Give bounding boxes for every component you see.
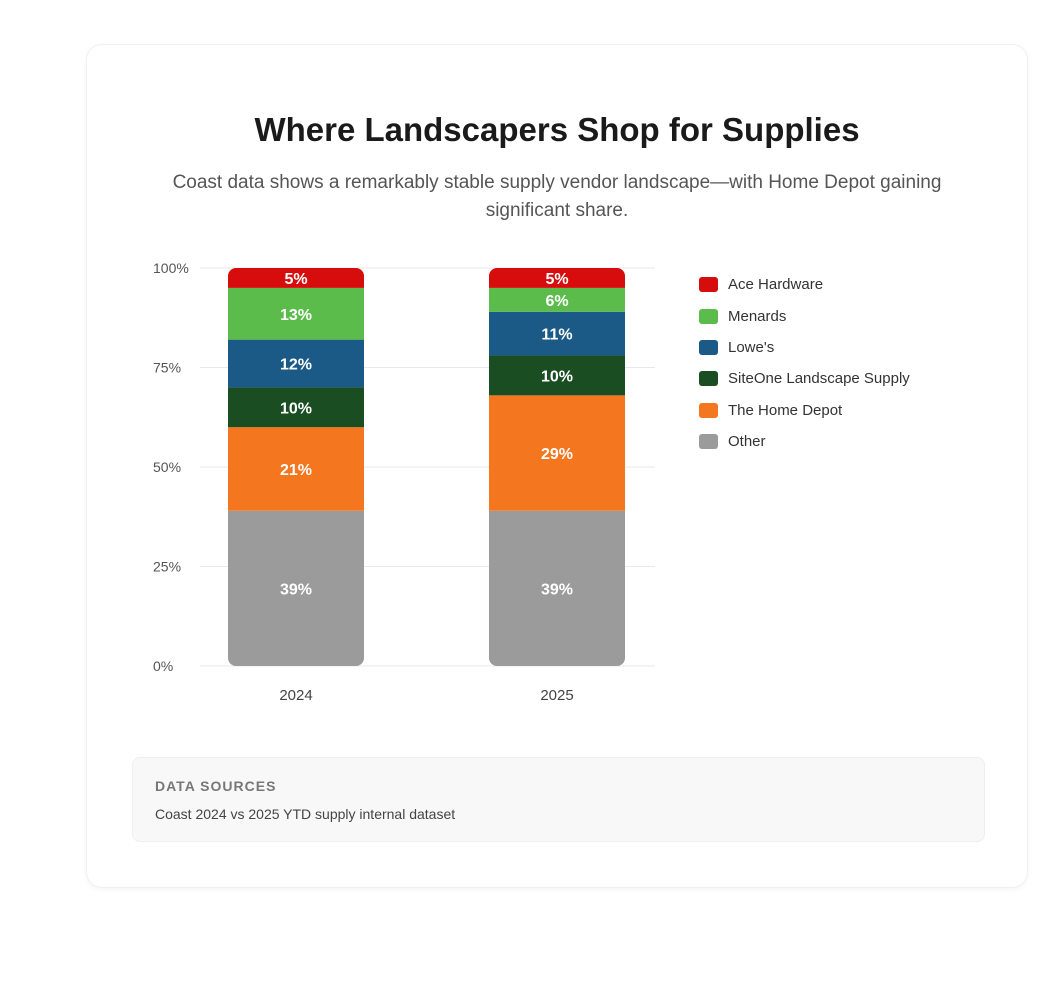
legend-item: SiteOne Landscape Supply	[699, 363, 910, 394]
bar-segment	[228, 287, 364, 340]
bar-segment	[489, 510, 625, 666]
bar-segment	[489, 268, 625, 288]
bar-segment	[228, 387, 364, 428]
data-label: 10%	[541, 368, 573, 385]
legend-swatch	[699, 277, 718, 293]
x-tick-label: 2024	[279, 687, 312, 704]
data-sources-heading: DATA SOURCES	[155, 778, 277, 794]
bar-segment	[228, 510, 364, 666]
chart-legend: Ace Hardware Menards Lowe's SiteOne Landsca…	[699, 269, 910, 457]
bar-2024	[228, 268, 364, 666]
legend-label: Lowe's	[728, 338, 775, 356]
chart-card: Where Landscapers Shop for Supplies Coas…	[86, 44, 1028, 888]
bar-segment	[489, 355, 625, 396]
bar-2025	[489, 268, 625, 666]
data-label: 39%	[280, 581, 312, 598]
data-sources-panel: DATA SOURCES Coast 2024 vs 2025 YTD supp…	[132, 757, 985, 842]
legend-swatch	[699, 308, 718, 324]
x-tick-label: 2025	[540, 687, 573, 704]
legend-label: Menards	[728, 307, 787, 325]
legend-swatch	[699, 339, 718, 355]
data-sources-text: Coast 2024 vs 2025 YTD supply internal d…	[155, 806, 456, 822]
legend-label: The Home Depot	[728, 401, 843, 419]
data-label: 6%	[545, 293, 568, 310]
legend-item: Lowe's	[699, 332, 910, 363]
data-label: 10%	[280, 400, 312, 417]
legend-swatch	[699, 371, 718, 387]
data-label: 12%	[280, 357, 312, 374]
chart-title: Where Landscapers Shop for Supplies	[254, 111, 860, 148]
bar-segment	[228, 268, 364, 288]
bar-segment	[228, 339, 364, 388]
data-label: 13%	[280, 307, 312, 324]
data-label: 5%	[545, 271, 568, 288]
legend-swatch	[699, 434, 718, 450]
legend-item: Menards	[699, 300, 910, 331]
legend-swatch	[699, 402, 718, 418]
y-tick-label: 100%	[153, 260, 189, 276]
legend-item: The Home Depot	[699, 395, 910, 426]
y-tick-label: 75%	[153, 360, 181, 376]
y-tick-label: 25%	[153, 559, 181, 575]
chart-subtitle: Coast data shows a remarkably stable sup…	[172, 172, 942, 221]
legend-label: Other	[728, 433, 766, 451]
bar-segment	[489, 395, 625, 511]
bar-segment	[489, 287, 625, 312]
bar-labels-2024: 39% 21% 10% 12% 13% 5%	[280, 271, 312, 598]
data-label: 5%	[284, 271, 307, 288]
bar-labels-2025: 39% 29% 10% 11% 6% 5%	[541, 271, 573, 598]
legend-label: Ace Hardware	[728, 276, 824, 294]
legend-label: SiteOne Landscape Supply	[728, 370, 910, 388]
legend-item: Other	[699, 426, 910, 457]
stacked-bar-chart: 0% 25% 50% 75% 100% 39% 21% 10% 12% 13% 5% 2024 39% 2…	[153, 260, 655, 704]
bar-segment	[489, 311, 625, 356]
data-label: 39%	[541, 581, 573, 598]
y-tick-label: 0%	[153, 658, 173, 674]
legend-item: Ace Hardware	[699, 269, 910, 300]
bar-segment	[228, 427, 364, 511]
data-label: 11%	[541, 327, 572, 344]
data-label: 29%	[541, 446, 573, 463]
y-tick-label: 50%	[153, 459, 181, 475]
data-label: 21%	[280, 462, 312, 479]
